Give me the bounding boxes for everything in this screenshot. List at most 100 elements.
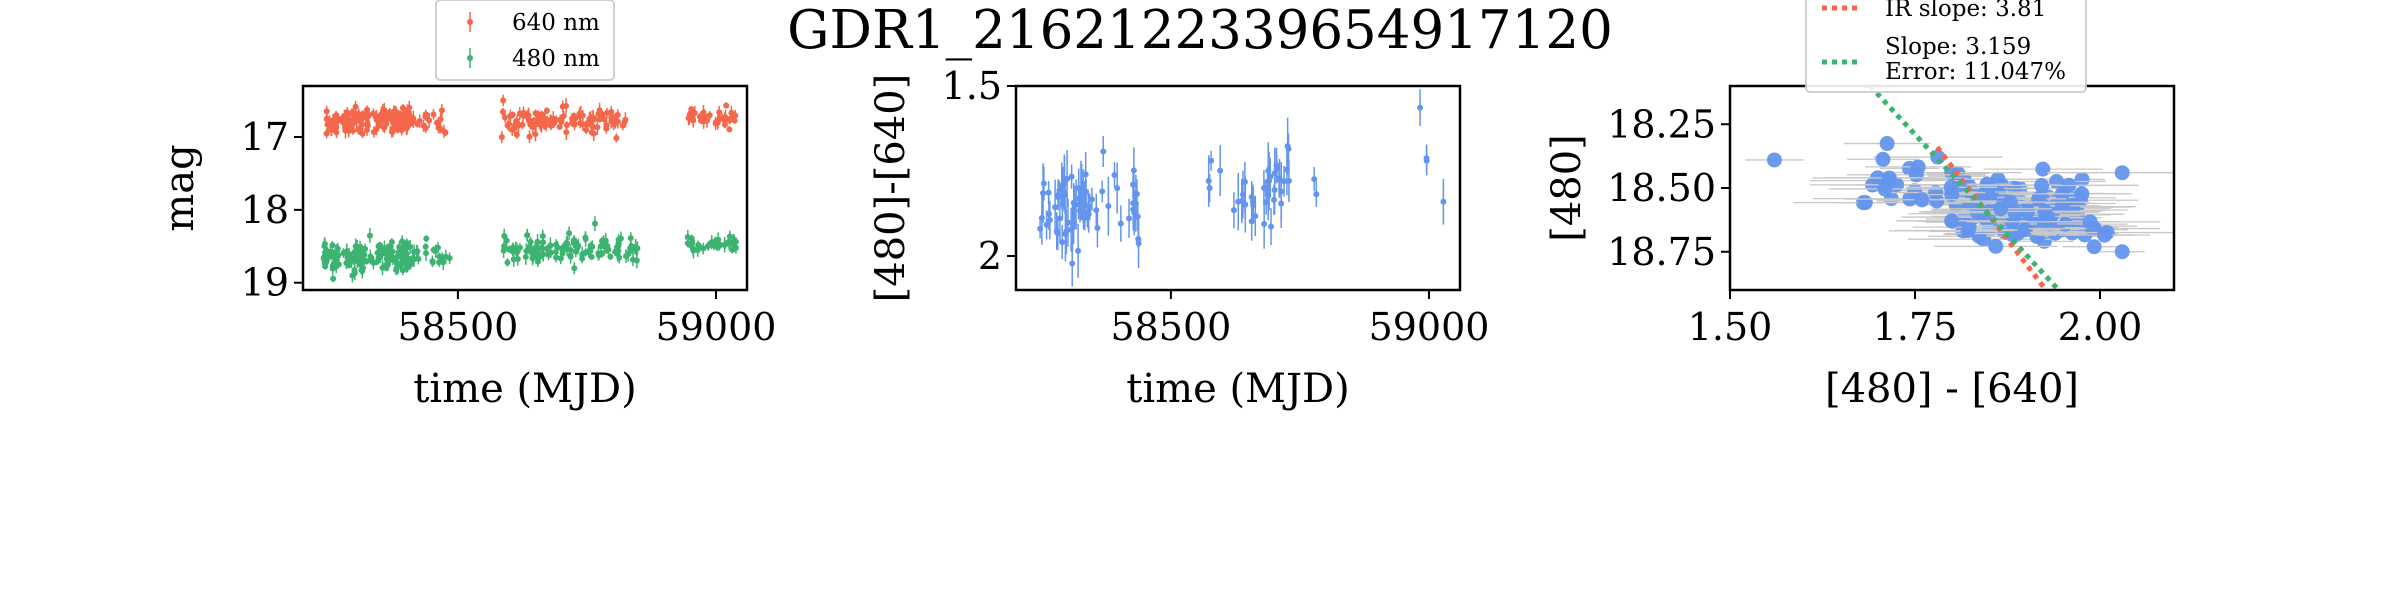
data-point [359, 114, 366, 121]
data-point [1914, 192, 1930, 208]
panel-1: 58500 59000 17 18 19 time (MJD) mag 640 nm 480 n… [157, 0, 776, 412]
data-point [1205, 178, 1212, 185]
x-tick-label: 59000 [656, 305, 777, 349]
data-point [437, 116, 444, 123]
data-point [323, 247, 330, 254]
data-point [1114, 185, 1121, 192]
data-point [2074, 186, 2090, 202]
data-point [1877, 181, 1893, 197]
data-point [706, 112, 713, 119]
data-point [1208, 157, 1215, 164]
data-point [557, 116, 564, 123]
data-point [352, 254, 359, 261]
data-point [623, 253, 630, 260]
data-point [415, 255, 422, 262]
data-point [510, 247, 517, 254]
plot-area-3 [1745, 86, 2174, 290]
data-point [1944, 213, 1960, 229]
data-point [543, 107, 550, 114]
data-point [1040, 180, 1047, 187]
data-point [393, 254, 400, 261]
data-point [499, 108, 506, 115]
data-point [563, 102, 570, 109]
data-point [362, 245, 369, 252]
data-point [532, 131, 539, 138]
data-point [364, 121, 371, 128]
data-point [1273, 165, 1280, 172]
data-point [1063, 228, 1070, 235]
data-point [500, 247, 507, 254]
data-point [393, 264, 400, 271]
x-tick-label: 1.75 [1873, 305, 1958, 349]
data-point [1268, 223, 1275, 230]
data-point [2097, 227, 2113, 243]
y-tick-label: 18.75 [1607, 230, 1716, 274]
data-point [1084, 214, 1091, 221]
data-point [564, 245, 571, 252]
data-point [2035, 161, 2051, 177]
y-axis-label: [480]-[640] [868, 74, 914, 303]
data-point [396, 244, 403, 251]
data-point [377, 251, 384, 258]
data-point [621, 119, 628, 126]
data-point [1056, 215, 1063, 222]
data-point [1217, 167, 1224, 174]
legend-marker [467, 55, 473, 61]
legend-label: 480 nm [512, 46, 600, 72]
data-point [1075, 247, 1082, 254]
data-point [1943, 179, 1959, 195]
data-point [333, 116, 340, 123]
data-point [325, 122, 332, 129]
data-point [434, 244, 441, 251]
data-point [1105, 203, 1112, 210]
series-3-1 [1745, 136, 2174, 260]
data-point [1130, 167, 1137, 174]
data-point [512, 121, 519, 128]
data-point [1440, 198, 1447, 205]
data-point [330, 275, 337, 282]
data-point [617, 235, 624, 242]
data-point [571, 121, 578, 128]
data-point [2086, 239, 2102, 255]
data-point [348, 109, 355, 116]
y-tick-label: 17 [241, 115, 289, 159]
data-point [571, 237, 578, 244]
data-point [1261, 221, 1268, 228]
data-point [527, 239, 534, 246]
data-point [700, 109, 707, 116]
x-tick-label: 58500 [397, 305, 518, 349]
fit-line-2 [1866, 86, 2063, 290]
data-point [2034, 178, 2050, 194]
data-point [2114, 165, 2130, 181]
data-point [438, 107, 445, 114]
data-point [370, 129, 377, 136]
x-axis-label: time (MJD) [413, 366, 636, 412]
data-point [422, 125, 429, 132]
data-point [2017, 222, 2033, 238]
data-point [1069, 260, 1076, 267]
panels: 58500 59000 17 18 19 time (MJD) mag 640 nm 480 n… [157, 0, 2176, 412]
data-point [532, 110, 539, 117]
data-point [611, 120, 618, 127]
axes-frame [1014, 84, 1462, 292]
data-point [541, 119, 548, 126]
data-point [1230, 207, 1237, 214]
data-point [509, 112, 516, 119]
x-tick-label: 58500 [1110, 305, 1231, 349]
data-point [1263, 199, 1270, 206]
data-point [596, 107, 603, 114]
data-point [1875, 151, 1891, 167]
data-point [694, 247, 701, 254]
data-point [1766, 152, 1782, 168]
data-point [1239, 191, 1246, 198]
data-point [410, 115, 417, 122]
data-point [592, 220, 599, 227]
data-point [607, 253, 614, 260]
data-point [323, 108, 330, 115]
data-point [688, 106, 695, 113]
data-point [1083, 188, 1090, 195]
data-point [367, 253, 374, 260]
data-point [1130, 206, 1137, 213]
data-point [1038, 215, 1045, 222]
data-point [1993, 201, 2009, 217]
